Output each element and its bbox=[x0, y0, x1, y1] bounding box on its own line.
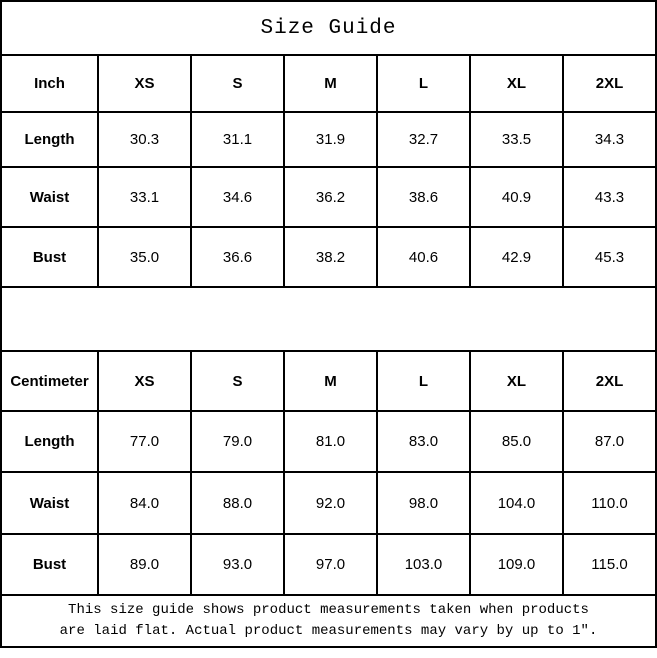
inch-waist-row: Waist 33.1 34.6 36.2 38.6 40.9 43.3 bbox=[0, 166, 657, 228]
inch-waist-xs: 33.1 bbox=[97, 166, 192, 228]
footnote: This size guide shows product measuremen… bbox=[0, 594, 657, 648]
cm-header-row: Centimeter XS S M L XL 2XL bbox=[0, 350, 657, 412]
inch-length-s: 31.1 bbox=[190, 111, 285, 168]
title-row: Size Guide bbox=[0, 0, 657, 56]
cm-waist-s: 88.0 bbox=[190, 471, 285, 535]
inch-bust-xs: 35.0 bbox=[97, 226, 192, 288]
inch-waist-l: 38.6 bbox=[376, 166, 471, 228]
footnote-row: This size guide shows product measuremen… bbox=[0, 594, 657, 648]
inch-size-header-s: S bbox=[190, 54, 285, 113]
cm-bust-s: 93.0 bbox=[190, 533, 285, 596]
cm-length-l: 83.0 bbox=[376, 410, 471, 473]
cm-length-row: Length 77.0 79.0 81.0 83.0 85.0 87.0 bbox=[0, 410, 657, 473]
page-title: Size Guide bbox=[0, 0, 657, 56]
inch-length-row: Length 30.3 31.1 31.9 32.7 33.5 34.3 bbox=[0, 111, 657, 168]
inch-bust-m: 38.2 bbox=[283, 226, 378, 288]
inch-length-m: 31.9 bbox=[283, 111, 378, 168]
cm-bust-m: 97.0 bbox=[283, 533, 378, 596]
cm-size-header-l: L bbox=[376, 350, 471, 412]
cm-size-header-xl: XL bbox=[469, 350, 564, 412]
cm-length-2xl: 87.0 bbox=[562, 410, 657, 473]
cm-length-m: 81.0 bbox=[283, 410, 378, 473]
inch-length-xl: 33.5 bbox=[469, 111, 564, 168]
inch-bust-xl: 42.9 bbox=[469, 226, 564, 288]
cm-unit-label: Centimeter bbox=[0, 350, 99, 412]
inch-waist-label: Waist bbox=[0, 166, 99, 228]
cm-bust-2xl: 115.0 bbox=[562, 533, 657, 596]
inch-waist-xl: 40.9 bbox=[469, 166, 564, 228]
footnote-line1: This size guide shows product measuremen… bbox=[68, 602, 589, 618]
spacer-cell bbox=[0, 286, 657, 352]
inch-waist-s: 34.6 bbox=[190, 166, 285, 228]
inch-size-header-m: M bbox=[283, 54, 378, 113]
cm-waist-row: Waist 84.0 88.0 92.0 98.0 104.0 110.0 bbox=[0, 471, 657, 535]
cm-size-header-2xl: 2XL bbox=[562, 350, 657, 412]
inch-size-header-xs: XS bbox=[97, 54, 192, 113]
cm-bust-label: Bust bbox=[0, 533, 99, 596]
cm-waist-l: 98.0 bbox=[376, 471, 471, 535]
inch-length-2xl: 34.3 bbox=[562, 111, 657, 168]
inch-size-header-l: L bbox=[376, 54, 471, 113]
inch-bust-l: 40.6 bbox=[376, 226, 471, 288]
cm-bust-l: 103.0 bbox=[376, 533, 471, 596]
cm-waist-label: Waist bbox=[0, 471, 99, 535]
cm-waist-2xl: 110.0 bbox=[562, 471, 657, 535]
cm-size-header-xs: XS bbox=[97, 350, 192, 412]
cm-bust-row: Bust 89.0 93.0 97.0 103.0 109.0 115.0 bbox=[0, 533, 657, 596]
inch-bust-row: Bust 35.0 36.6 38.2 40.6 42.9 45.3 bbox=[0, 226, 657, 288]
spacer-row bbox=[0, 286, 657, 352]
inch-length-label: Length bbox=[0, 111, 99, 168]
cm-size-header-m: M bbox=[283, 350, 378, 412]
cm-length-label: Length bbox=[0, 410, 99, 473]
inch-waist-2xl: 43.3 bbox=[562, 166, 657, 228]
cm-waist-xl: 104.0 bbox=[469, 471, 564, 535]
cm-bust-xl: 109.0 bbox=[469, 533, 564, 596]
inch-unit-label: Inch bbox=[0, 54, 99, 113]
inch-waist-m: 36.2 bbox=[283, 166, 378, 228]
inch-header-row: Inch XS S M L XL 2XL bbox=[0, 54, 657, 113]
inch-bust-label: Bust bbox=[0, 226, 99, 288]
cm-size-header-s: S bbox=[190, 350, 285, 412]
inch-bust-s: 36.6 bbox=[190, 226, 285, 288]
footnote-line2: are laid flat. Actual product measuremen… bbox=[59, 623, 598, 639]
inch-length-l: 32.7 bbox=[376, 111, 471, 168]
inch-bust-2xl: 45.3 bbox=[562, 226, 657, 288]
cm-waist-xs: 84.0 bbox=[97, 471, 192, 535]
cm-length-xs: 77.0 bbox=[97, 410, 192, 473]
inch-size-header-2xl: 2XL bbox=[562, 54, 657, 113]
cm-bust-xs: 89.0 bbox=[97, 533, 192, 596]
cm-length-s: 79.0 bbox=[190, 410, 285, 473]
inch-size-header-xl: XL bbox=[469, 54, 564, 113]
cm-length-xl: 85.0 bbox=[469, 410, 564, 473]
inch-length-xs: 30.3 bbox=[97, 111, 192, 168]
cm-waist-m: 92.0 bbox=[283, 471, 378, 535]
